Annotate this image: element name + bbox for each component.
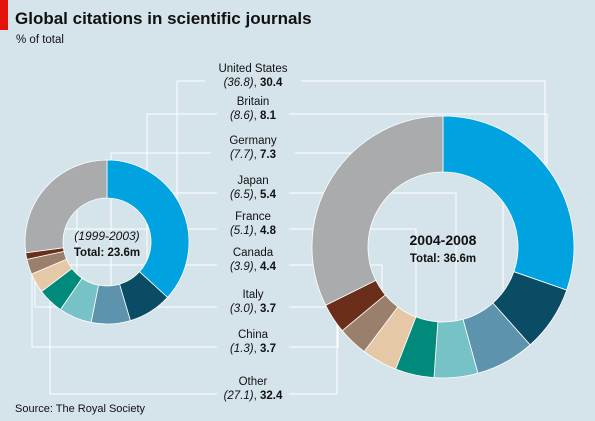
brand-red-tag [0, 0, 8, 30]
value-separator: , [254, 189, 260, 201]
connector-right-china [289, 315, 339, 348]
old-donut-slice-united-states [106, 159, 190, 298]
connector-left-germany [110, 152, 211, 318]
value-old-japan: (6.5) [230, 189, 254, 201]
label-values-britain: (8.6), 8.1 [230, 110, 277, 122]
value-old-united-states: (36.8) [224, 77, 254, 89]
value-old-britain: (8.6) [230, 110, 254, 122]
label-country-china: China [238, 329, 269, 341]
chart-title: Global citations in scientific journals [15, 9, 312, 28]
label-country-germany: Germany [229, 135, 277, 147]
label-country-canada: Canada [233, 247, 274, 259]
label-values-italy: (3.0), 3.7 [230, 303, 276, 315]
value-separator: , [254, 77, 260, 89]
label-values-japan: (6.5), 5.4 [230, 189, 277, 201]
value-new-canada: 4.4 [260, 261, 277, 273]
new-period-label: 2004-2008 [410, 232, 477, 248]
connector-left-britain [146, 113, 217, 307]
label-country-france: France [235, 211, 271, 223]
value-new-italy: 3.7 [260, 303, 276, 315]
value-old-italy: (3.0) [230, 303, 254, 315]
value-separator: , [254, 303, 260, 315]
label-values-canada: (3.9), 4.4 [230, 261, 277, 273]
value-new-germany: 7.3 [260, 149, 276, 161]
new-donut-slice-united-states [442, 115, 575, 291]
old-donut-slice-other [24, 159, 108, 254]
value-separator: , [254, 110, 260, 122]
label-country-japan: Japan [237, 175, 268, 187]
value-old-germany: (7.7) [230, 149, 254, 161]
value-separator: , [254, 149, 260, 161]
value-separator: , [254, 225, 260, 237]
new-donut-slice-other [311, 115, 444, 306]
value-old-china: (1.3) [230, 343, 254, 355]
connector-left-united-states [176, 80, 205, 212]
value-separator: , [254, 390, 260, 402]
label-values-germany: (7.7), 7.3 [230, 149, 276, 161]
label-values-united-states: (36.8), 30.4 [224, 77, 283, 89]
label-country-britain: Britain [237, 96, 270, 108]
value-separator: , [254, 343, 260, 355]
value-new-other: 32.4 [260, 390, 283, 402]
label-country-italy: Italy [242, 289, 263, 301]
chart-subtitle: % of total [16, 34, 64, 46]
value-separator: , [254, 261, 260, 273]
value-new-china: 3.7 [260, 343, 276, 355]
source-note: Source: The Royal Society [15, 403, 146, 415]
value-new-japan: 5.4 [260, 189, 277, 201]
value-new-britain: 8.1 [260, 110, 277, 122]
label-values-other: (27.1), 32.4 [224, 390, 283, 402]
label-country-other: Other [239, 376, 268, 388]
value-new-france: 4.8 [260, 225, 277, 237]
value-old-other: (27.1) [224, 390, 254, 402]
old-period-label: (1999-2003) [74, 229, 139, 243]
old-total-label: Total: 23.6m [74, 247, 140, 259]
label-values-china: (1.3), 3.7 [230, 343, 276, 355]
value-old-canada: (3.9) [230, 261, 254, 273]
label-values-france: (5.1), 4.8 [230, 225, 277, 237]
label-country-united-states: United States [218, 63, 287, 75]
connector-right-united-states [301, 80, 546, 175]
value-new-united-states: 30.4 [260, 77, 283, 89]
value-old-france: (5.1) [230, 225, 254, 237]
connector-left-china [31, 255, 217, 348]
new-total-label: Total: 36.6m [410, 253, 476, 265]
